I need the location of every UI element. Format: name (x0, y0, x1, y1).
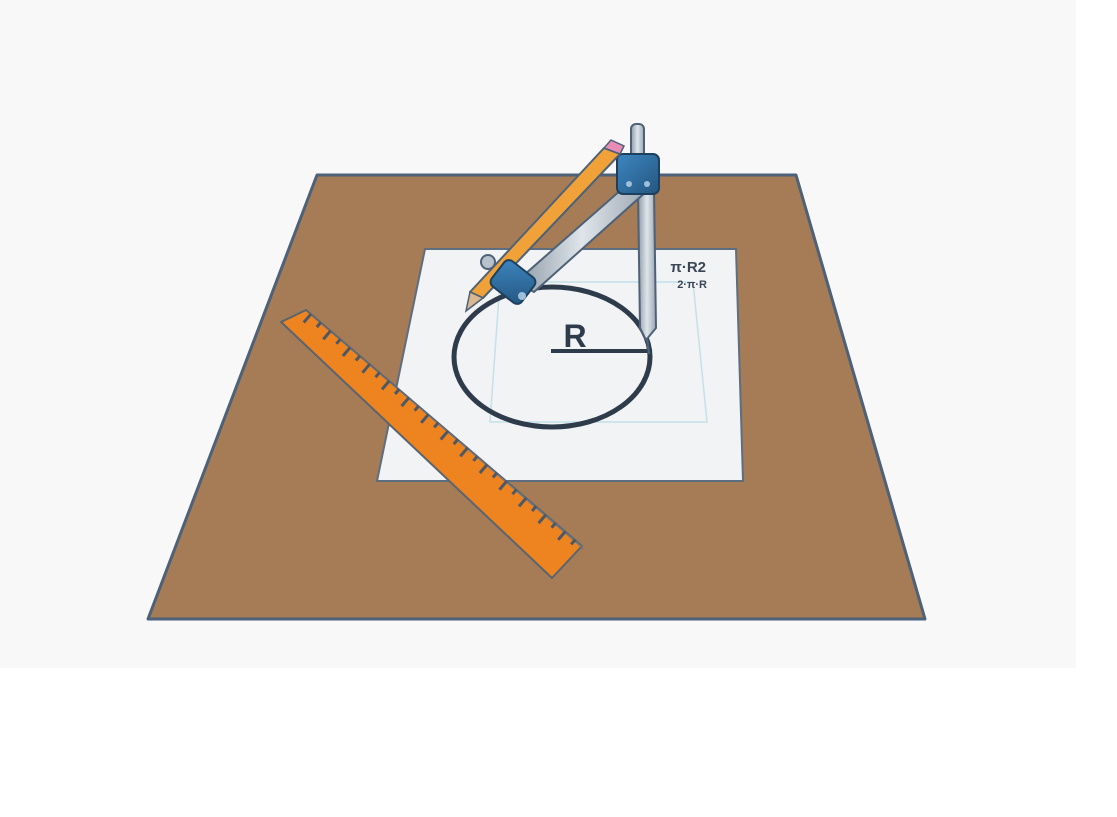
ruler-tick (400, 396, 410, 408)
ruler-tick (459, 446, 469, 458)
ruler-tick (478, 463, 489, 474)
ruler-tick (557, 530, 567, 541)
ruler-tick (341, 346, 352, 357)
circumference-formula: 2·π·R (677, 279, 707, 291)
ruler-tick (517, 497, 528, 508)
compass-hinge-screw (626, 181, 632, 187)
ruler-tick (472, 455, 479, 462)
ruler-tick (315, 321, 322, 329)
compass-needle-tip (645, 337, 651, 355)
compass-needle-leg (637, 189, 657, 341)
ruler-tick (511, 488, 518, 496)
ruler-tick (439, 430, 450, 441)
pencil-eraser (602, 139, 626, 155)
ruler-tick (413, 405, 420, 412)
ruler-ticks (302, 313, 577, 546)
ruler-tick (322, 329, 332, 341)
compass-hinge-screw-2 (644, 181, 650, 187)
ruler-tick (452, 438, 459, 446)
compass[interactable] (464, 123, 660, 355)
ruler-tick (361, 363, 371, 374)
drawn-circle[interactable] (451, 284, 653, 430)
ruler[interactable] (280, 309, 584, 579)
compass-clamp-knob (518, 292, 526, 300)
ruler-tick (530, 505, 538, 512)
ruler-tick (393, 388, 401, 395)
radius-label: R (563, 318, 586, 354)
ruler-tick (374, 371, 381, 379)
ruler-tick (491, 472, 498, 479)
compass-hinge (616, 153, 660, 195)
ruler-tick (550, 522, 557, 529)
paper-guide-frame (489, 281, 708, 423)
compass-clamp-screw (480, 254, 496, 270)
pencil-tip (464, 290, 485, 313)
ruler-tick (570, 538, 577, 546)
ruler-tick (537, 513, 547, 525)
ruler-tick (354, 355, 361, 362)
ruler-tick (433, 421, 440, 429)
ruler-tick (335, 338, 342, 345)
area-formula: π·R2 (670, 259, 706, 276)
ruler-tick (302, 313, 313, 324)
ruler-tick (420, 413, 430, 424)
ruler-tick (380, 380, 391, 391)
ruler-tick (498, 480, 508, 491)
